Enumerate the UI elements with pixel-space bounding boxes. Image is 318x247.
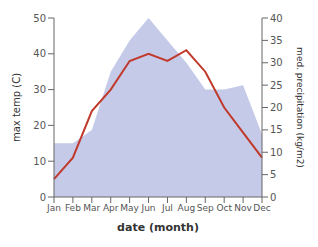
- svg-text:Nov: Nov: [234, 203, 252, 213]
- svg-text:20: 20: [270, 102, 283, 113]
- svg-text:Aug: Aug: [178, 203, 196, 213]
- svg-text:Sep: Sep: [197, 203, 214, 213]
- svg-text:May: May: [120, 203, 139, 213]
- svg-text:date (month): date (month): [117, 221, 199, 234]
- svg-text:35: 35: [270, 35, 283, 46]
- svg-text:Jan: Jan: [46, 203, 61, 213]
- svg-text:Mar: Mar: [83, 203, 100, 213]
- svg-text:0: 0: [270, 192, 276, 203]
- svg-text:med. precipitation (kg/m2): med. precipitation (kg/m2): [295, 47, 305, 168]
- svg-text:5: 5: [270, 169, 276, 180]
- svg-text:Apr: Apr: [103, 203, 119, 213]
- svg-text:40: 40: [33, 48, 46, 59]
- svg-text:10: 10: [33, 156, 46, 167]
- svg-text:10: 10: [270, 147, 283, 158]
- svg-text:max temp (C): max temp (C): [11, 73, 22, 142]
- svg-text:Oct: Oct: [216, 203, 232, 213]
- svg-text:20: 20: [33, 120, 46, 131]
- svg-text:50: 50: [33, 13, 46, 24]
- svg-text:40: 40: [270, 13, 283, 24]
- svg-text:30: 30: [270, 57, 283, 68]
- svg-text:0: 0: [40, 192, 46, 203]
- svg-text:Jun: Jun: [141, 203, 156, 213]
- svg-text:15: 15: [270, 124, 283, 135]
- svg-text:Dec: Dec: [253, 203, 270, 213]
- svg-text:30: 30: [33, 84, 46, 95]
- svg-text:Jul: Jul: [161, 203, 173, 213]
- svg-text:Feb: Feb: [65, 203, 81, 213]
- svg-text:25: 25: [270, 80, 283, 91]
